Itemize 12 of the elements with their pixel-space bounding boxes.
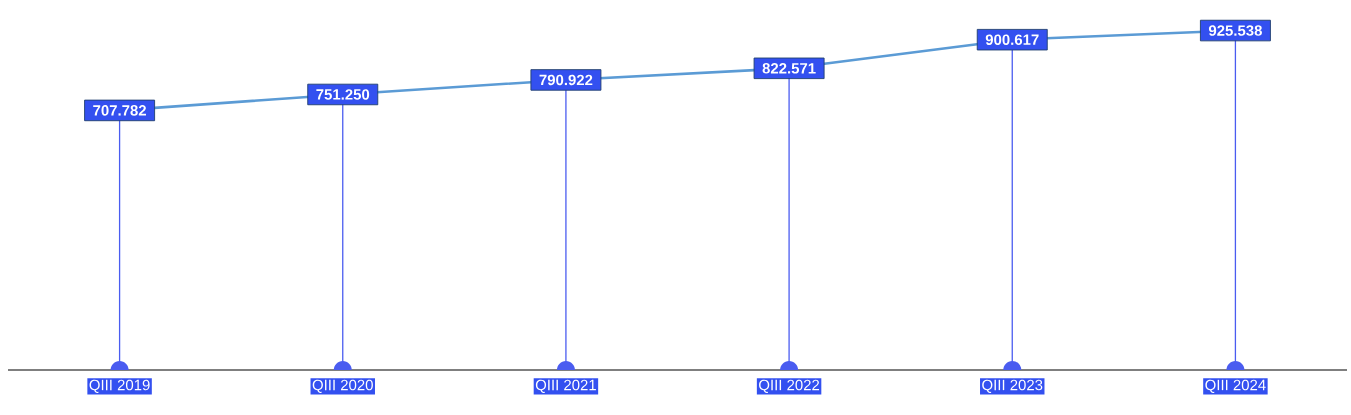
x-tick-label: QIII 2021 (535, 379, 596, 393)
x-tick-label: QIII 2022 (759, 379, 820, 393)
data-label: 822.571 (762, 63, 816, 74)
x-tick-label: QIII 2019 (89, 379, 150, 393)
data-label: 751.250 (316, 89, 370, 100)
data-label: 707.782 (93, 105, 146, 116)
data-label: 900.617 (985, 34, 1039, 45)
data-label: 790.922 (539, 74, 593, 86)
x-tick-label: QIII 2023 (982, 379, 1043, 393)
x-tick-label: QIII 2020 (312, 379, 373, 393)
x-tick-label: QIII 2024 (1205, 379, 1266, 393)
data-label: 925.538 (1208, 25, 1262, 36)
